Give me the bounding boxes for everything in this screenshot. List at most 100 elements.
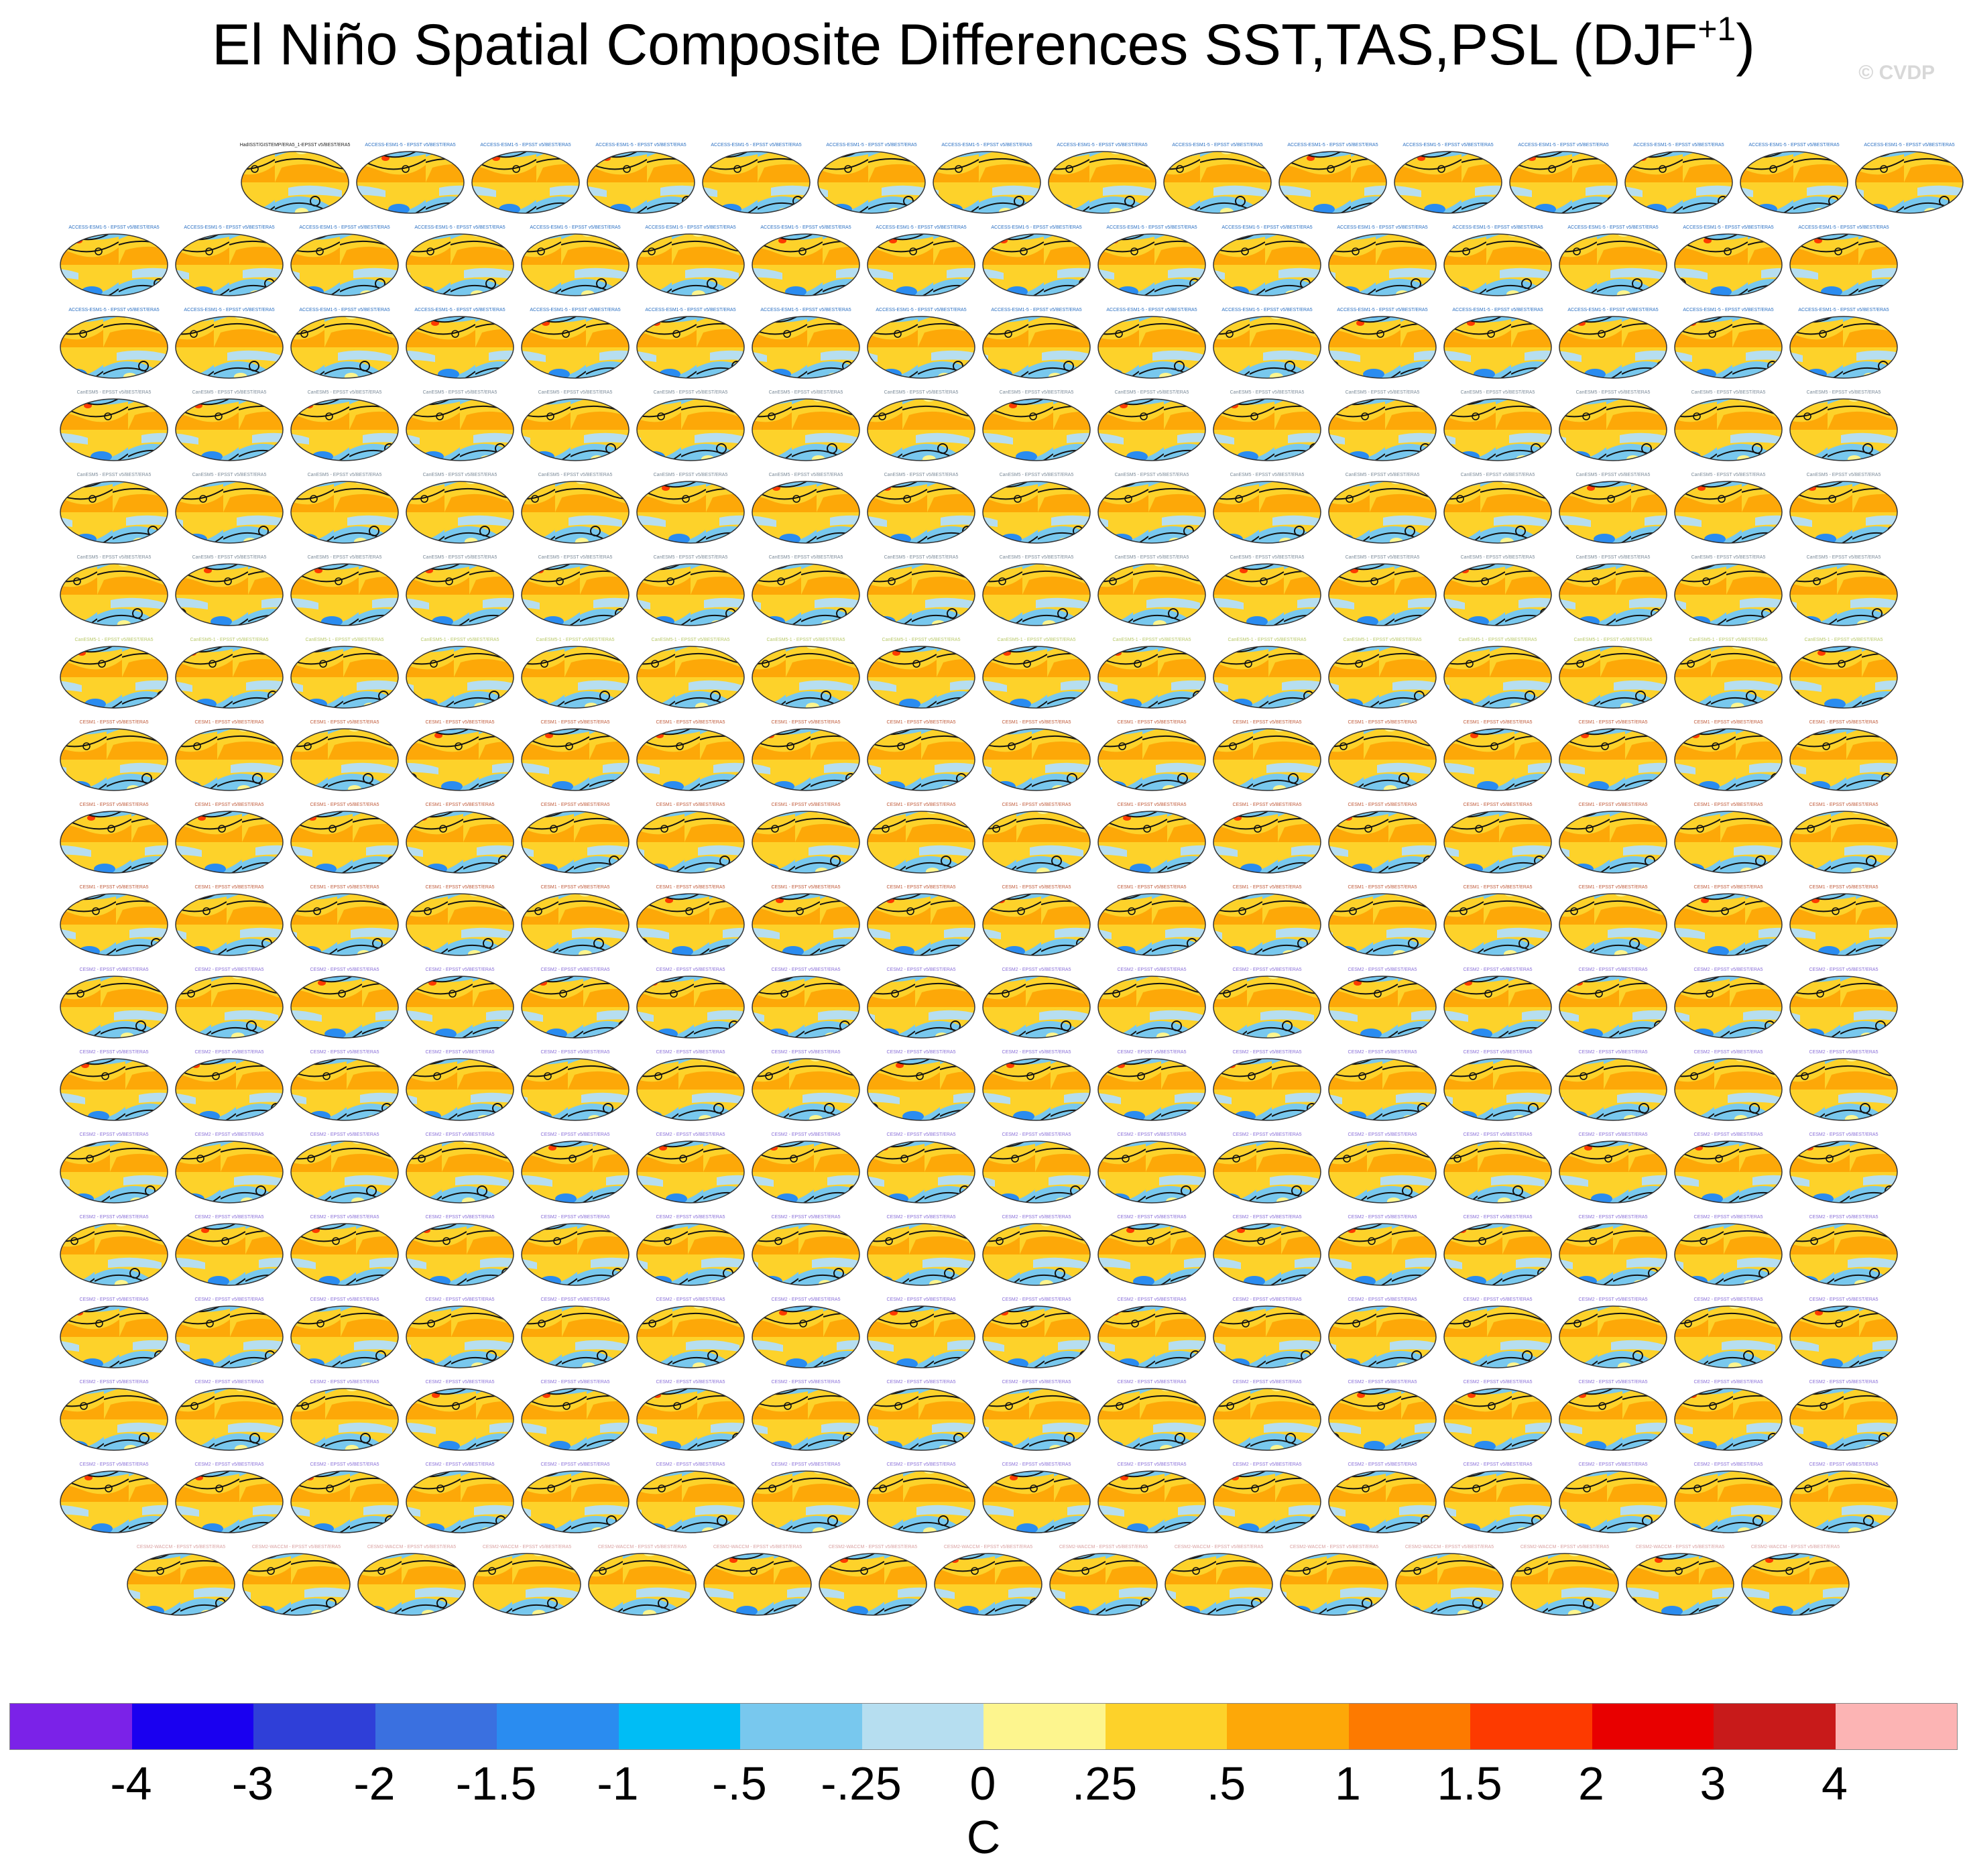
map-panel: CanESM5 - EPSST v5/BEST/ERA5 [1213,390,1321,461]
panel-label: CanESM5 - EPSST v5/BEST/ERA5 [1807,390,1881,395]
map-outline [60,1223,168,1286]
map-panel: ACCESS-ESM1-5 - EPSST v5/BEST/ERA5 [175,225,284,296]
map-fill [1329,564,1436,626]
map-outline [867,563,975,626]
panel-label: CanESM5 - EPSST v5/BEST/ERA5 [423,555,497,560]
panel-label: CESM2-WACCM - EPSST v5/BEST/ERA5 [944,1545,1032,1549]
map-fill [752,234,859,296]
map-fill [176,976,283,1038]
map-outline [982,1470,1091,1533]
panel-label: ACCESS-ESM1-5 - EPSST v5/BEST/ERA5 [1106,308,1197,312]
map-panel: CESM1 - EPSST v5/BEST/ERA5 [867,803,975,874]
map-outline [982,398,1091,461]
map-panel: CanESM5 - EPSST v5/BEST/ERA5 [982,473,1091,544]
map-outline [1443,1140,1552,1204]
map-fill [522,1471,629,1533]
map-fill [983,729,1090,790]
map-panel: CESM2 - EPSST v5/BEST/ERA5 [1789,1215,1898,1286]
map-fill [1213,976,1321,1038]
map-panel: CanESM5-1 - EPSST v5/BEST/ERA5 [175,638,284,709]
map-outline [636,976,745,1039]
map-outline [1443,1305,1552,1368]
map-fill [637,811,744,873]
panel-label: ACCESS-ESM1-5 - EPSST v5/BEST/ERA5 [530,308,620,312]
map-panel: CESM2 - EPSST v5/BEST/ERA5 [636,1380,745,1451]
panel-label: CESM2 - EPSST v5/BEST/ERA5 [1233,968,1302,972]
map-panel: CESM2 - EPSST v5/BEST/ERA5 [1328,968,1437,1039]
map-fill [291,1059,398,1120]
map-panel: CESM2 - EPSST v5/BEST/ERA5 [1789,1462,1898,1533]
panel-label: CESM1 - EPSST v5/BEST/ERA5 [1348,720,1417,725]
map-fill [291,481,398,543]
map-panel: ACCESS-ESM1-5 - EPSST v5/BEST/ERA5 [1097,308,1206,379]
map-panel: CanESM5-1 - EPSST v5/BEST/ERA5 [636,638,745,709]
map-panel: HadISST/GISTEMP/ERA5_1-EPSST v5/BEST/ERA… [240,143,351,214]
map-outline [588,1553,697,1616]
panel-label: CESM1 - EPSST v5/BEST/ERA5 [426,885,495,890]
map-outline [1328,1058,1437,1121]
map-panel: ACCESS-ESM1-5 - EPSST v5/BEST/ERA5 [1559,225,1667,296]
map-panel: CESM1 - EPSST v5/BEST/ERA5 [406,885,514,956]
map-panel: CESM1 - EPSST v5/BEST/ERA5 [1328,803,1437,874]
map-outline [1097,233,1206,296]
map-panel: CESM2-WACCM - EPSST v5/BEST/ERA5 [357,1545,466,1616]
map-fill [1213,316,1321,378]
map-fill [1675,894,1782,955]
map-fill [1213,729,1321,790]
panel-label: CESM1 - EPSST v5/BEST/ERA5 [656,803,725,807]
map-panel: CESM2 - EPSST v5/BEST/ERA5 [1674,1462,1783,1533]
map-fill [60,1471,168,1533]
map-outline [1559,563,1667,626]
map-panel: CanESM5-1 - EPSST v5/BEST/ERA5 [60,638,168,709]
map-panel: CanESM5 - EPSST v5/BEST/ERA5 [1213,473,1321,544]
map-fill [1675,646,1782,708]
panel-label: CESM1 - EPSST v5/BEST/ERA5 [195,803,264,807]
map-panel: CESM2 - EPSST v5/BEST/ERA5 [1097,1297,1206,1368]
map-fill [1444,316,1551,378]
map-outline [1674,1058,1783,1121]
map-fill [406,234,514,296]
panel-label: ACCESS-ESM1-5 - EPSST v5/BEST/ERA5 [1172,143,1262,148]
panel-label: CESM1 - EPSST v5/BEST/ERA5 [426,720,495,725]
panel-label: CESM1 - EPSST v5/BEST/ERA5 [195,720,264,725]
map-fill [1790,564,1897,626]
map-panel: CESM2 - EPSST v5/BEST/ERA5 [290,1380,399,1451]
map-panel: CESM2 - EPSST v5/BEST/ERA5 [1213,1380,1321,1451]
map-fill [935,1553,1042,1615]
map-fill [291,1224,398,1285]
map-panel: CanESM5-1 - EPSST v5/BEST/ERA5 [290,638,399,709]
panel-label: CESM2 - EPSST v5/BEST/ERA5 [1002,1297,1071,1302]
map-panel: CESM1 - EPSST v5/BEST/ERA5 [1097,803,1206,874]
panel-label: CESM2 - EPSST v5/BEST/ERA5 [80,1297,149,1302]
panel-label: CESM1 - EPSST v5/BEST/ERA5 [1579,720,1648,725]
panel-label: CanESM5 - EPSST v5/BEST/ERA5 [1000,473,1074,477]
map-panel: CanESM5 - EPSST v5/BEST/ERA5 [406,555,514,626]
map-outline [175,728,284,791]
map-panel: CanESM5 - EPSST v5/BEST/ERA5 [982,555,1091,626]
map-panel: CESM2 - EPSST v5/BEST/ERA5 [982,1380,1091,1451]
map-outline [521,1223,630,1286]
map-fill [587,152,695,213]
panel-label: CESM1 - EPSST v5/BEST/ERA5 [541,803,610,807]
colorbar-swatch [861,1704,984,1749]
map-outline [1559,1140,1667,1204]
map-panel: ACCESS-ESM1-5 - EPSST v5/BEST/ERA5 [356,143,465,214]
map-panel: CESM2 - EPSST v5/BEST/ERA5 [290,1462,399,1533]
map-outline [1509,151,1618,214]
map-outline [1213,1388,1321,1451]
map-outline [406,646,514,709]
map-fill [406,481,514,543]
map-panel: CESM2 - EPSST v5/BEST/ERA5 [752,1297,860,1368]
map-fill [1213,399,1321,461]
map-panel: CESM2 - EPSST v5/BEST/ERA5 [175,1050,284,1121]
map-outline [867,811,975,874]
panel-label: CESM2 - EPSST v5/BEST/ERA5 [1348,1132,1417,1137]
panel-label: CanESM5 - EPSST v5/BEST/ERA5 [1115,390,1189,395]
map-panel: CESM2 - EPSST v5/BEST/ERA5 [636,1215,745,1286]
map-outline [521,646,630,709]
map-fill [406,1306,514,1368]
map-panel: CESM1 - EPSST v5/BEST/ERA5 [752,803,860,874]
panel-label: CESM2 - EPSST v5/BEST/ERA5 [1464,1380,1533,1385]
map-panel: CESM2 - EPSST v5/BEST/ERA5 [60,968,168,1039]
map-panel: ACCESS-ESM1-5 - EPSST v5/BEST/ERA5 [1789,225,1898,296]
